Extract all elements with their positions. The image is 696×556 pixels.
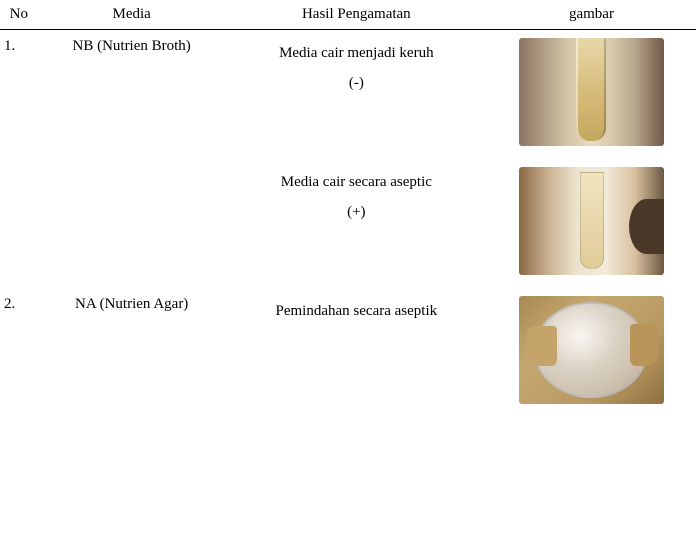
tube-turbid-photo: [519, 38, 664, 146]
table-header-row: No Media Hasil Pengamatan gambar: [0, 0, 696, 30]
observation-table: No Media Hasil Pengamatan gambar 1. NB (…: [0, 0, 696, 417]
header-no: No: [0, 0, 38, 30]
cell-observation: Pemindahan secara aseptik: [226, 288, 487, 417]
cell-observation: Media cair secara aseptic (+): [226, 159, 487, 288]
cell-image: [487, 30, 696, 160]
tube-aseptic-photo: [519, 167, 664, 275]
table-row: Media cair secara aseptic (+): [0, 159, 696, 288]
header-media: Media: [38, 0, 226, 30]
observation-mark: (+): [230, 197, 483, 227]
observation-text: Media cair menjadi keruh: [230, 38, 483, 68]
cell-image: [487, 159, 696, 288]
cell-image: [487, 288, 696, 417]
header-hasil: Hasil Pengamatan: [226, 0, 487, 30]
header-gambar: gambar: [487, 0, 696, 30]
cell-media: NA (Nutrien Agar): [38, 288, 226, 417]
cell-observation: Media cair menjadi keruh (-): [226, 30, 487, 160]
table-row: 2. NA (Nutrien Agar) Pemindahan secara a…: [0, 288, 696, 417]
cell-no: 1.: [0, 30, 38, 160]
observation-text: Pemindahan secara aseptik: [230, 296, 483, 326]
cell-no: 2.: [0, 288, 38, 417]
observation-mark: (-): [230, 68, 483, 98]
cell-media: NB (Nutrien Broth): [38, 30, 226, 160]
cell-media-empty: [38, 159, 226, 288]
hand-icon: [630, 324, 658, 366]
petri-dish-photo: [519, 296, 664, 404]
table-row: 1. NB (Nutrien Broth) Media cair menjadi…: [0, 30, 696, 160]
observation-text: Media cair secara aseptic: [230, 167, 483, 197]
cell-no-empty: [0, 159, 38, 288]
